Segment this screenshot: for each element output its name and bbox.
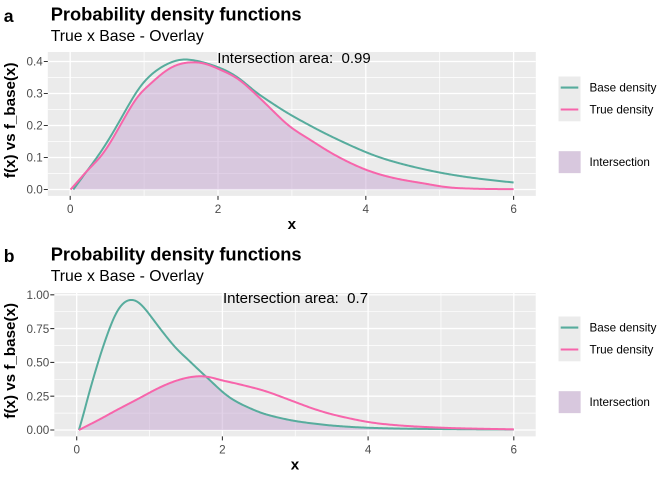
svg-text:0.00: 0.00 [27, 424, 50, 437]
svg-text:2: 2 [215, 203, 222, 216]
svg-text:6: 6 [510, 203, 517, 216]
svg-text:b: b [4, 246, 15, 266]
svg-text:x: x [288, 216, 297, 233]
svg-text:2: 2 [219, 443, 226, 456]
svg-text:0.4: 0.4 [27, 56, 44, 69]
svg-text:True x Base - Overlay: True x Base - Overlay [51, 268, 204, 285]
svg-text:4: 4 [365, 443, 372, 456]
svg-text:0.25: 0.25 [27, 390, 50, 403]
svg-text:x: x [291, 457, 300, 474]
svg-text:f(x) vs f_base(x): f(x) vs f_base(x) [2, 303, 19, 419]
svg-text:Intersection area: 0.99: Intersection area: 0.99 [217, 50, 370, 67]
svg-text:Intersection: Intersection [590, 396, 650, 409]
svg-text:0: 0 [67, 203, 74, 216]
svg-text:True x Base - Overlay: True x Base - Overlay [51, 28, 204, 45]
svg-text:Intersection area: 0.7: Intersection area: 0.7 [223, 290, 368, 307]
svg-text:0.75: 0.75 [27, 323, 50, 336]
svg-text:Base density: Base density [590, 322, 657, 335]
svg-text:Intersection: Intersection [590, 156, 650, 169]
svg-text:0.50: 0.50 [27, 357, 50, 370]
svg-text:Base density: Base density [590, 82, 657, 95]
svg-text:0.2: 0.2 [27, 120, 43, 133]
svg-text:0: 0 [73, 443, 80, 456]
svg-text:4: 4 [363, 203, 370, 216]
svg-text:Probability density functions: Probability density functions [51, 243, 302, 264]
svg-text:a: a [4, 6, 14, 26]
svg-text:0.3: 0.3 [27, 88, 43, 101]
svg-text:f(x) vs f_base(x): f(x) vs f_base(x) [2, 62, 19, 178]
svg-text:True density: True density [590, 104, 654, 117]
svg-text:1.00: 1.00 [27, 289, 50, 302]
svg-text:Probability density functions: Probability density functions [51, 3, 302, 24]
svg-text:True density: True density [590, 344, 654, 357]
svg-text:0.1: 0.1 [27, 152, 43, 165]
svg-text:0.0: 0.0 [27, 184, 44, 197]
svg-text:6: 6 [511, 443, 518, 456]
